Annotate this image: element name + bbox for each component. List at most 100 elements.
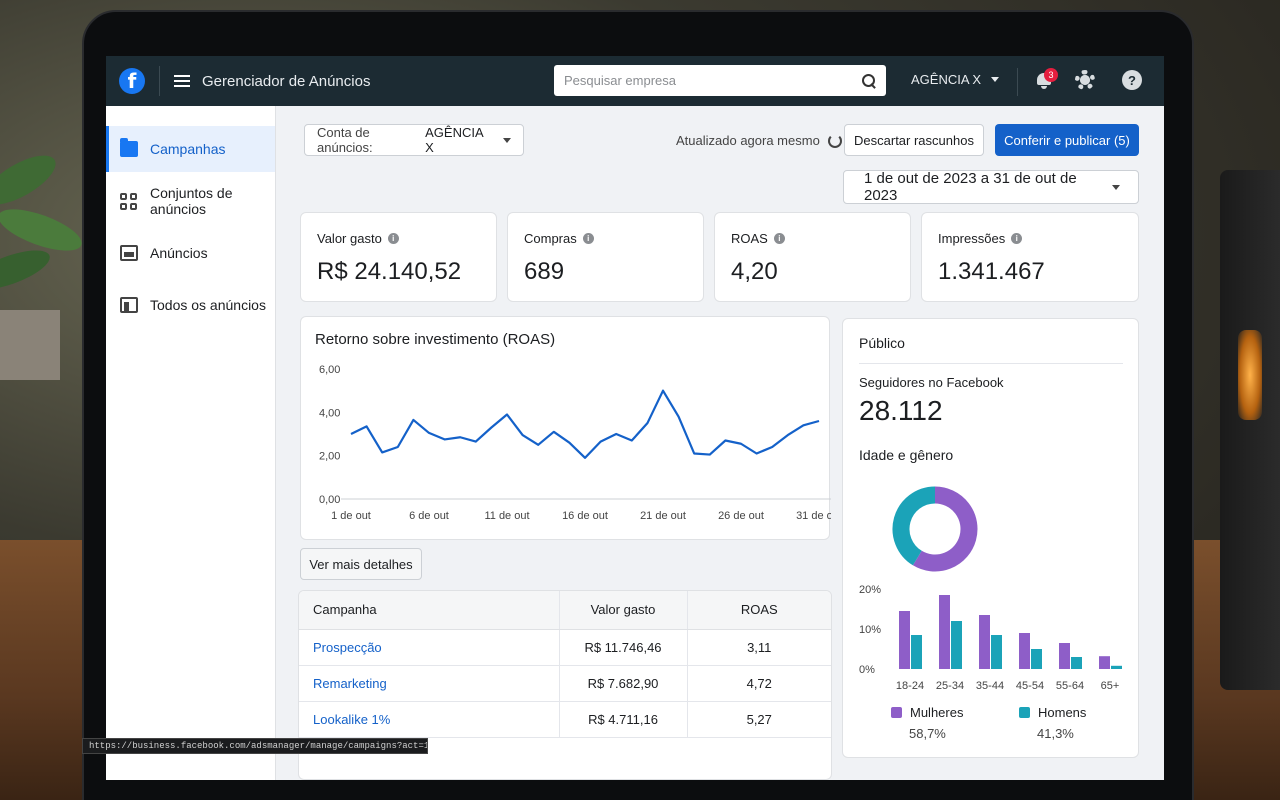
y-tick-label: 20% [859, 584, 881, 596]
date-range-picker[interactable]: 1 de out de 2023 a 31 de out de 2023 [843, 170, 1139, 204]
lamp-decoration [1220, 170, 1280, 690]
x-tick-label: 65+ [1101, 680, 1120, 692]
x-tick-label: 26 de out [718, 510, 764, 522]
sidebar-item-todos[interactable]: Todos os anúncios [106, 282, 275, 328]
divider [859, 363, 1123, 364]
table-row[interactable]: Remarketing R$ 7.682,90 4,72 [299, 665, 831, 702]
see-more-details-button[interactable]: Ver mais detalhes [300, 548, 422, 580]
facebook-logo-icon[interactable]: f [119, 68, 145, 94]
x-tick-label: 1 de out [331, 510, 371, 522]
chevron-down-icon [1112, 184, 1120, 190]
date-range-text: 1 de out de 2023 a 31 de out de 2023 [864, 170, 1077, 204]
account-name: AGÊNCIA X [911, 72, 982, 87]
topbar-divider-right [1017, 68, 1018, 96]
y-tick-label: 0,00 [319, 494, 340, 506]
main-content: Conta de anúncios: AGÊNCIA X Atualizado … [292, 106, 1164, 780]
bar-mulheres-45-54 [1019, 633, 1030, 669]
y-tick-label: 0% [859, 664, 875, 676]
kpi-label: Compras [524, 231, 577, 246]
folder-icon [120, 138, 138, 157]
review-publish-button[interactable]: Conferir e publicar (5) [995, 124, 1139, 156]
kpi-label: Valor gasto [317, 231, 382, 246]
info-icon[interactable]: i [582, 233, 594, 244]
x-tick-label: 55-64 [1056, 680, 1084, 692]
sidebar-item-label: Campanhas [150, 141, 226, 157]
sidebar-item-anuncios[interactable]: Anúncios [106, 230, 275, 276]
bar-homens-55-64 [1071, 657, 1082, 669]
table-header-row: Campanha Valor gasto ROAS [299, 591, 831, 630]
screen: f Gerenciador de Anúncios AGÊNCIA X 3 ? … [106, 56, 1164, 780]
info-icon[interactable]: i [387, 233, 399, 244]
search-icon[interactable] [862, 73, 876, 88]
bar-homens-65+ [1111, 665, 1122, 669]
donut-slice-homens [892, 486, 936, 566]
kpi-card-roas[interactable]: ROAS i 4,20 [714, 212, 911, 302]
discard-drafts-button[interactable]: Descartar rascunhos [844, 124, 984, 156]
x-tick-label: 6 de out [409, 510, 449, 522]
search-input[interactable] [564, 73, 862, 88]
search-box[interactable] [554, 65, 886, 96]
plant-decoration [0, 155, 82, 380]
campaign-table: Campanha Valor gasto ROAS Prospecção R$ … [299, 591, 831, 738]
ad-account-prefix: Conta de anúncios: [317, 125, 373, 155]
roas-series-line [350, 389, 820, 459]
x-tick-label: 35-44 [976, 680, 1004, 692]
sidebar-item-campanhas[interactable]: Campanhas [106, 126, 275, 172]
table-row[interactable]: Prospecção R$ 11.746,46 3,11 [299, 629, 831, 666]
kpi-label: ROAS [731, 231, 768, 246]
campaign-table-card: Campanha Valor gasto ROAS Prospecção R$ … [298, 590, 832, 780]
chevron-down-icon [991, 77, 1000, 82]
updated-text: Atualizado agora mesmo [676, 133, 820, 148]
followers-label: Seguidores no Facebook [859, 375, 1004, 390]
campaign-name-link[interactable]: Lookalike 1% [299, 701, 559, 738]
table-cell: 3,11 [686, 629, 831, 666]
y-tick-label: 4,00 [319, 407, 340, 419]
kpi-card-spend[interactable]: Valor gasto i R$ 24.140,52 [300, 212, 497, 302]
x-tick-label: 25-34 [936, 680, 964, 692]
bar-mulheres-65+ [1099, 656, 1110, 669]
table-cell: R$ 11.746,46 [558, 629, 687, 666]
column-header-campaign[interactable]: Campanha [299, 591, 559, 630]
x-tick-label: 18-24 [896, 680, 924, 692]
kpi-card-purchases[interactable]: Compras i 689 [507, 212, 704, 302]
legend-swatch [1019, 707, 1030, 718]
sidebar-item-conjuntos[interactable]: Conjuntos de anúncios [106, 178, 275, 224]
info-icon[interactable]: i [1011, 233, 1023, 244]
bar-homens-35-44 [991, 635, 1002, 669]
audience-title: Público [859, 335, 905, 351]
bar-mulheres-35-44 [979, 615, 990, 669]
all-ads-icon [120, 297, 138, 313]
column-header-spend[interactable]: Valor gasto [558, 591, 687, 630]
chevron-down-icon [503, 137, 511, 143]
ad-account-select[interactable]: Conta de anúncios: AGÊNCIA X [304, 124, 524, 156]
info-icon[interactable]: i [773, 233, 785, 244]
help-icon[interactable]: ? [1122, 70, 1142, 90]
bar-homens-18-24 [911, 635, 922, 669]
kpi-card-impressions[interactable]: Impressões i 1.341.467 [921, 212, 1139, 302]
gear-icon[interactable] [1075, 70, 1095, 90]
x-tick-label: 31 de out [796, 510, 831, 522]
campaign-name-link[interactable]: Prospecção [299, 629, 559, 666]
table-row[interactable]: Lookalike 1% R$ 4.711,16 5,27 [299, 701, 831, 738]
kpi-label: Impressões [938, 231, 1006, 246]
refresh-icon[interactable] [827, 133, 842, 148]
bar-homens-25-34 [951, 621, 962, 669]
legend-swatch [891, 707, 902, 718]
x-tick-label: 11 de out [484, 510, 529, 522]
x-tick-label: 21 de out [640, 510, 686, 522]
kpi-value: 4,20 [731, 258, 778, 285]
audience-card: Público Seguidores no Facebook 28.112 Id… [842, 318, 1139, 758]
grid-icon [120, 193, 138, 210]
campaign-name-link[interactable]: Remarketing [299, 665, 559, 702]
bar-mulheres-18-24 [899, 611, 910, 669]
column-header-roas[interactable]: ROAS [686, 591, 831, 630]
age-gender-charts: 0% 10% 20% 18-24 25-34 35-44 45-54 55-64 65+ [859, 486, 1122, 692]
menu-icon[interactable] [174, 75, 190, 87]
chart-title: Retorno sobre investimento (ROAS) [315, 331, 556, 348]
legend-item-men: Homens 41,3% [1019, 705, 1086, 741]
x-tick-label: 16 de out [562, 510, 608, 522]
kpi-value: 1.341.467 [938, 258, 1045, 285]
top-bar: f Gerenciador de Anúncios [106, 56, 1164, 106]
account-switcher[interactable]: AGÊNCIA X [911, 72, 1000, 87]
x-tick-label: 45-54 [1016, 680, 1044, 692]
